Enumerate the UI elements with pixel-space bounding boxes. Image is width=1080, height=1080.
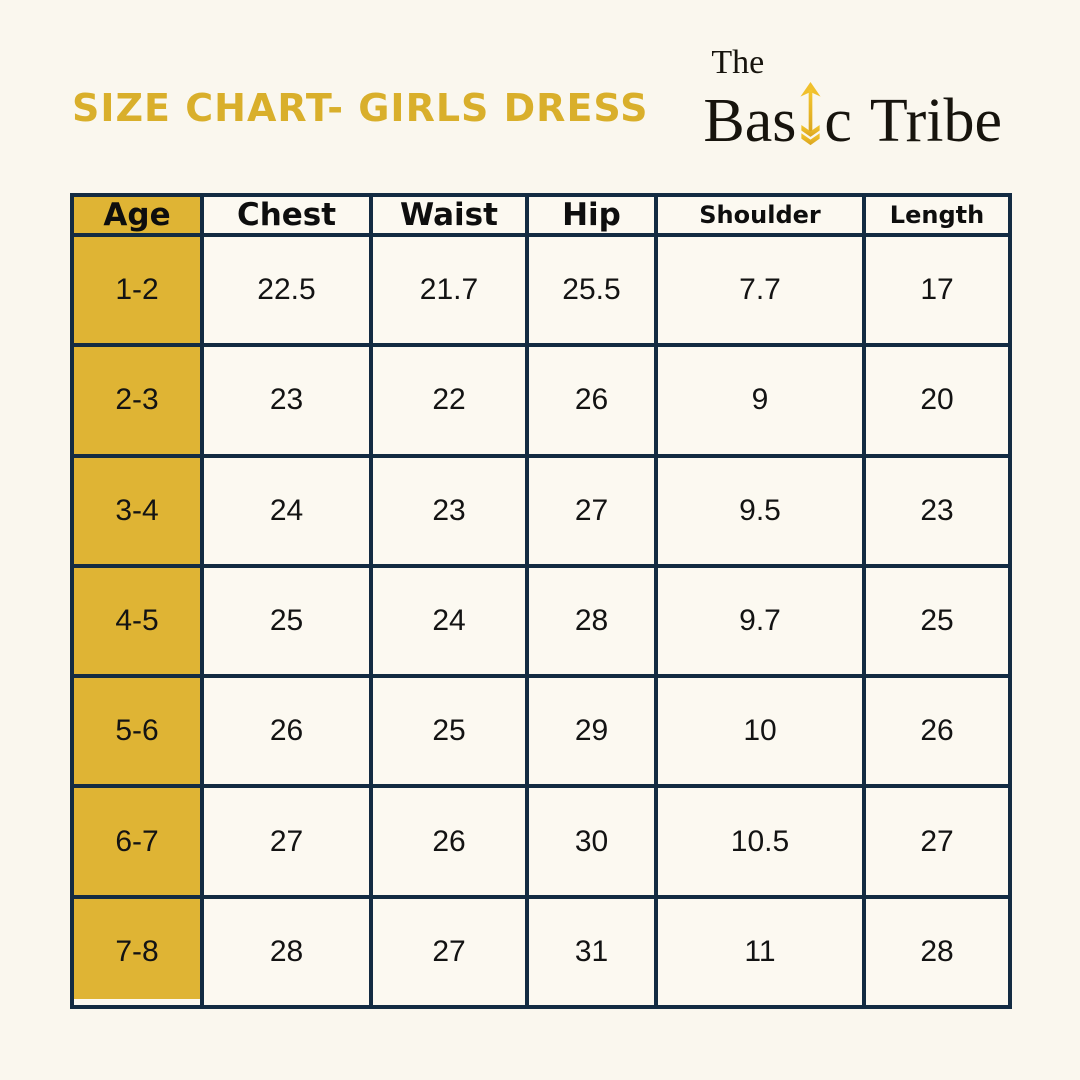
column-header-length: Length <box>862 193 1012 237</box>
waist-cell: 26 <box>369 784 529 899</box>
header-row: Age Chest Waist Hip Shoulder Length <box>70 193 1012 237</box>
size-chart-table: Age Chest Waist Hip Shoulder Length 1-2 … <box>70 193 1012 1010</box>
length-cell: 17 <box>862 232 1012 348</box>
logo-basic-suffix: c <box>824 87 852 156</box>
length-cell: 27 <box>862 784 1012 899</box>
age-cell: 2-3 <box>70 343 204 458</box>
hip-cell: 29 <box>525 674 658 789</box>
golden-up-arrow-icon <box>800 82 821 146</box>
chest-cell: 28 <box>200 894 373 1010</box>
logo-word-basic-tribe: Bas c Tribe <box>703 82 1002 156</box>
age-cell: 5-6 <box>70 674 204 789</box>
page-title: SIZE CHART- GIRLS DRESS <box>72 86 649 130</box>
chest-cell: 22.5 <box>200 232 373 348</box>
hip-cell: 28 <box>525 563 658 679</box>
shoulder-cell: 10 <box>654 674 866 789</box>
waist-cell: 25 <box>369 674 529 789</box>
age-cell: 7-8 <box>70 894 204 1010</box>
age-cell: 6-7 <box>70 784 204 899</box>
logo-word-tribe: Tribe <box>869 87 1002 156</box>
hip-cell: 26 <box>525 343 658 458</box>
chest-cell: 23 <box>200 343 373 458</box>
hip-cell: 27 <box>525 453 658 568</box>
length-cell: 25 <box>862 563 1012 679</box>
chest-cell: 25 <box>200 563 373 679</box>
shoulder-cell: 9.7 <box>654 563 866 679</box>
column-header-chest: Chest <box>200 193 373 237</box>
table-row: 1-2 22.5 21.7 25.5 7.7 17 <box>70 232 1012 348</box>
shoulder-cell: 10.5 <box>654 784 866 899</box>
age-cell: 1-2 <box>70 232 204 348</box>
shoulder-cell: 9 <box>654 343 866 458</box>
length-cell: 26 <box>862 674 1012 789</box>
age-cell: 4-5 <box>70 563 204 679</box>
shoulder-cell: 9.5 <box>654 453 866 568</box>
waist-cell: 21.7 <box>369 232 529 348</box>
brand-logo: The Bas c Tribe <box>703 44 1002 156</box>
table-row: 2-3 23 22 26 9 20 <box>70 343 1012 458</box>
age-cell: 3-4 <box>70 453 204 568</box>
chest-cell: 27 <box>200 784 373 899</box>
column-header-waist: Waist <box>369 193 529 237</box>
waist-cell: 24 <box>369 563 529 679</box>
table-row: 7-8 28 27 31 11 28 <box>70 894 1012 1010</box>
shoulder-cell: 7.7 <box>654 232 866 348</box>
hip-cell: 25.5 <box>525 232 658 348</box>
waist-cell: 23 <box>369 453 529 568</box>
length-cell: 28 <box>862 894 1012 1010</box>
chest-cell: 26 <box>200 674 373 789</box>
table-row: 6-7 27 26 30 10.5 27 <box>70 784 1012 899</box>
logo-basic-prefix: Bas <box>703 87 797 156</box>
column-header-hip: Hip <box>525 193 658 237</box>
length-cell: 20 <box>862 343 1012 458</box>
waist-cell: 27 <box>369 894 529 1010</box>
table-row: 4-5 25 24 28 9.7 25 <box>70 563 1012 679</box>
length-cell: 23 <box>862 453 1012 568</box>
chest-cell: 24 <box>200 453 373 568</box>
table-row: 5-6 26 25 29 10 26 <box>70 674 1012 789</box>
column-header-age: Age <box>70 193 204 237</box>
logo-word-the: The <box>711 44 765 81</box>
column-header-shoulder: Shoulder <box>654 193 866 237</box>
table-row: 3-4 24 23 27 9.5 23 <box>70 453 1012 568</box>
shoulder-cell: 11 <box>654 894 866 1010</box>
hip-cell: 31 <box>525 894 658 1010</box>
waist-cell: 22 <box>369 343 529 458</box>
hip-cell: 30 <box>525 784 658 899</box>
